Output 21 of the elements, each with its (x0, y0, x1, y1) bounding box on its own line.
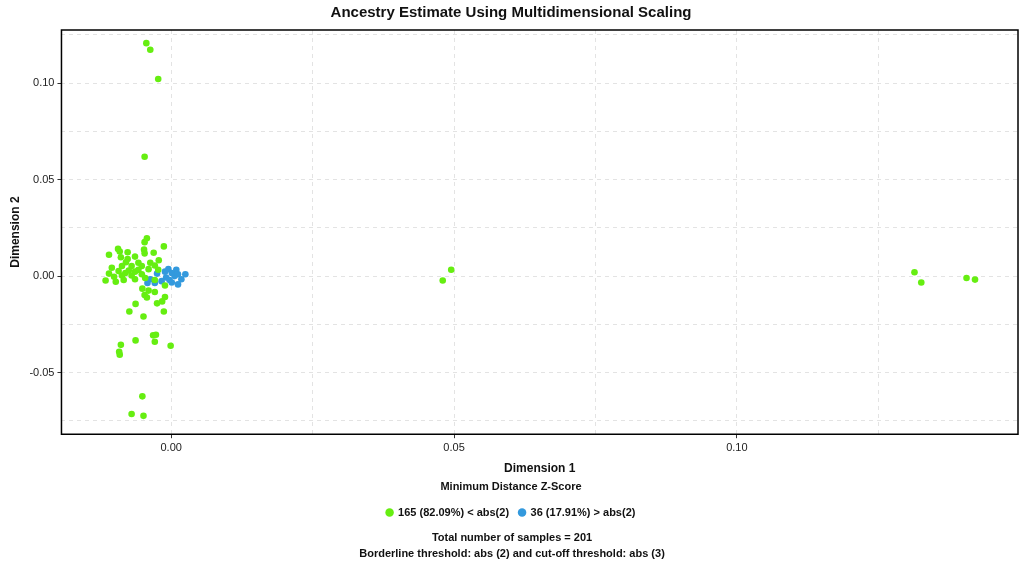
point (144, 279, 151, 287)
x-tick-label: 0.10 (726, 440, 748, 453)
y-tick-label: -0.05 (29, 365, 55, 378)
point (174, 270, 182, 278)
x-tick-label: 0.05 (443, 440, 465, 453)
legend-title: Minimum Distance Z-Score (440, 480, 582, 493)
text: Total number of samples = 201 (431, 531, 593, 544)
legend-label: 36 (17.91%) > abs(2) (530, 505, 636, 518)
point (161, 268, 169, 275)
point (182, 270, 189, 278)
text: Borderline threshold: abs (2) and cut-off threshold: abs (3) (359, 547, 666, 560)
legend-label: 165 (82.09%) < abs(2) (398, 505, 510, 518)
y-tick-label: 0.05 (33, 172, 55, 185)
y-axis-title: Dimension 2 (7, 196, 22, 268)
x-axis-title: Dimension 1 (504, 460, 576, 475)
point (174, 281, 182, 288)
y-tick-label: 0.00 (33, 269, 55, 282)
chart-title: Ancestry Estimate Using Multidimensional Scaling (330, 3, 692, 21)
y-tick-label: 0.10 (33, 76, 55, 89)
x-tick-label: 0.00 (160, 440, 182, 453)
point (178, 275, 185, 283)
